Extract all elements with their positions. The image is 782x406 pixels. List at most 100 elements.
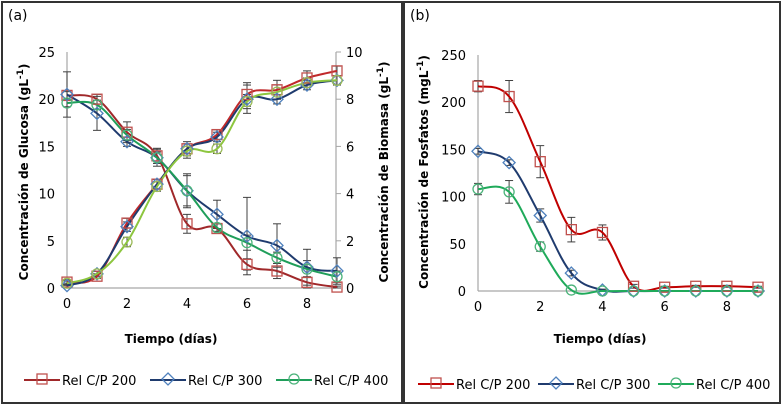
panel-a-y-label-main: Concentración de Glucosa (gL	[17, 79, 31, 281]
series-line-rel-c-p-200-glucosa	[66, 94, 338, 289]
data-point-rel-c-p-300	[210, 207, 224, 222]
panel-b-y-label-main: Concentración de Fosfatos (mgL	[417, 70, 431, 289]
data-point-rel-c-p-200	[301, 276, 313, 288]
y-tick-label: 25	[38, 46, 55, 61]
series-line-rel-c-p-300-biomasa	[66, 79, 338, 287]
legend-item: Rel C/P 400	[658, 377, 770, 393]
data-point-rel-c-p-300	[330, 264, 344, 278]
legend-label: Rel C/P 300	[576, 378, 650, 393]
data-point-rel-c-p-200	[659, 281, 671, 293]
data-point-rel-c-p-400	[690, 285, 702, 297]
panel-b-frame	[403, 1, 781, 404]
panel-a-y-axis-label: Concentración de Glucosa (gL-1)	[16, 64, 31, 281]
panel-b-label: (b)	[410, 8, 430, 24]
y-tick-label: 20	[38, 93, 55, 108]
data-point-rel-c-p-200	[627, 280, 640, 292]
panel-b-axes: 0 50 100 150 200 250 0 2 4 6 8	[441, 49, 765, 315]
legend-item: Rel C/P 300	[538, 376, 650, 393]
y-tick-label: 5	[47, 235, 55, 250]
x-tick-label: 0	[63, 297, 71, 312]
panel-b-x-axis-label: Tiempo (días)	[554, 332, 647, 346]
x-tick-label: 4	[183, 297, 191, 312]
x-tick-label: 8	[723, 300, 731, 315]
x-tick-label: 6	[243, 297, 251, 312]
data-point-rel-c-p-400	[596, 285, 609, 297]
data-point-rel-c-p-400	[271, 252, 283, 264]
data-point-rel-c-p-300	[60, 87, 74, 102]
legend-item: Rel C/P 200	[418, 377, 530, 393]
data-point-rel-c-p-300	[300, 78, 314, 92]
data-point-rel-c-p-300	[120, 219, 134, 234]
data-point-rel-c-p-200	[690, 280, 702, 292]
legend-label: Rel C/P 300	[188, 374, 262, 389]
data-point-rel-c-p-400	[151, 180, 163, 193]
panel-b-series-lines	[477, 85, 759, 295]
data-point-rel-c-p-400	[721, 285, 733, 297]
legend-label: Rel C/P 400	[314, 374, 388, 389]
y2-tick-label: 4	[346, 188, 354, 203]
y-tick-label: 10	[38, 188, 55, 203]
data-point-rel-c-p-200	[503, 90, 515, 103]
data-point-rel-c-p-200	[91, 93, 103, 105]
panel-b-markers	[471, 80, 765, 298]
data-point-rel-c-p-300	[210, 130, 224, 144]
panel-a-x-axis-label: Tiempo (días)	[125, 332, 218, 346]
legend-label: Rel C/P 400	[696, 378, 770, 393]
data-point-rel-c-p-200	[241, 88, 253, 101]
panel-a-y-label-sup: -1	[16, 69, 26, 79]
y-tick-label: 0	[47, 282, 55, 297]
data-point-rel-c-p-400	[91, 99, 103, 111]
data-point-rel-c-p-300	[502, 155, 517, 170]
data-point-rel-c-p-300	[270, 238, 284, 253]
panel-a-y2-label-main: Concentración de Biomasa (gL	[377, 77, 391, 283]
legend-marker-circle	[670, 377, 682, 389]
x-tick-label: 2	[123, 297, 131, 312]
legend-item: Rel C/P 200	[24, 373, 136, 389]
data-point-rel-c-p-400	[181, 185, 193, 197]
data-point-rel-c-p-400	[61, 97, 73, 109]
series-line-rel-c-p-400-glucosa	[66, 100, 338, 278]
x-tick-label: 6	[661, 300, 669, 315]
data-point-rel-c-p-400	[301, 263, 313, 275]
data-point-rel-c-p-400	[534, 240, 546, 253]
data-point-rel-c-p-200	[241, 258, 253, 271]
data-point-rel-c-p-200	[565, 223, 577, 236]
y2-tick-label: 6	[346, 140, 354, 155]
legend-marker-circle	[288, 373, 300, 385]
x-tick-label: 8	[303, 297, 311, 312]
data-point-rel-c-p-200	[301, 72, 313, 84]
data-point-rel-c-p-300	[471, 144, 485, 159]
series-line-rel-c-p-400	[477, 185, 758, 295]
data-point-rel-c-p-400	[241, 237, 253, 249]
data-point-rel-c-p-200	[121, 126, 133, 138]
data-point-rel-c-p-400	[211, 143, 223, 155]
y-tick-label: 150	[441, 143, 466, 158]
panel-b-y-label-sup: -1	[416, 61, 426, 71]
data-point-rel-c-p-400	[503, 186, 515, 198]
data-point-rel-c-p-200	[596, 226, 609, 239]
data-point-rel-c-p-400	[659, 285, 671, 297]
y2-tick-label: 0	[346, 282, 354, 297]
data-point-rel-c-p-200	[211, 128, 223, 141]
x-tick-label: 0	[474, 300, 482, 315]
data-point-rel-c-p-300	[60, 278, 74, 293]
series-line-rel-c-p-200-biomasa	[66, 69, 338, 284]
data-point-rel-c-p-200	[721, 280, 733, 292]
data-point-rel-c-p-400	[472, 183, 484, 195]
series-line-rel-c-p-200	[477, 85, 759, 292]
data-point-rel-c-p-400	[271, 86, 283, 98]
data-point-rel-c-p-200	[181, 218, 193, 230]
data-point-rel-c-p-200	[271, 265, 283, 277]
panel-a-markers	[60, 65, 344, 293]
data-point-rel-c-p-300	[90, 106, 104, 121]
data-point-rel-c-p-300	[564, 266, 579, 280]
y-tick-label: 200	[441, 96, 466, 111]
panel-b-legend: Rel C/P 200 Rel C/P 300 Rel C/P 400	[418, 376, 770, 393]
x-tick-label: 2	[536, 300, 544, 315]
data-point-rel-c-p-400	[181, 145, 193, 157]
y-tick-label: 250	[441, 49, 466, 64]
data-point-rel-c-p-300	[150, 177, 164, 192]
panel-b-y-axis-label: Concentración de Fosfatos (mgL-1)	[416, 55, 431, 289]
x-tick-label: 4	[598, 300, 606, 315]
